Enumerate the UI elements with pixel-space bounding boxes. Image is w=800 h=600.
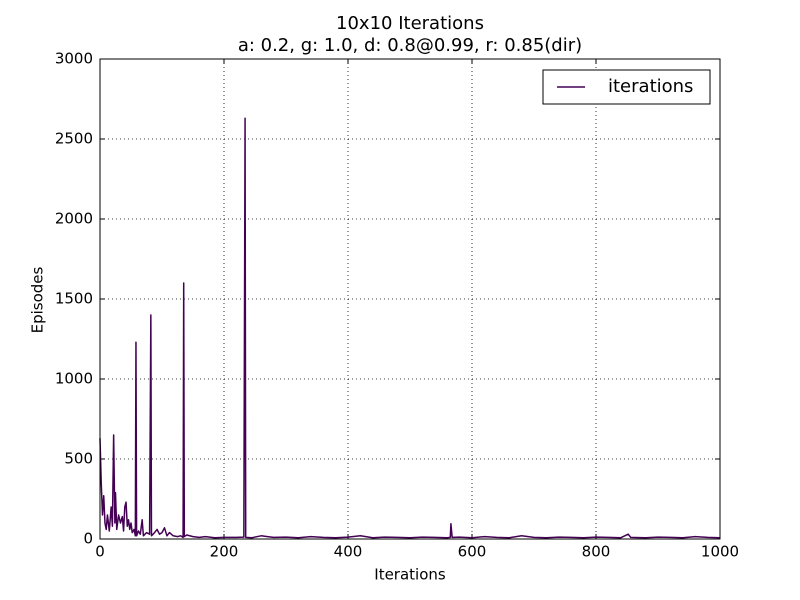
x-tick-label: 0 (95, 543, 105, 561)
y-tick-label: 2000 (55, 210, 93, 228)
y-tick-label: 3000 (55, 50, 93, 68)
y-tick-label: 0 (83, 530, 93, 548)
x-tick-label: 1000 (701, 543, 739, 561)
y-tick-label: 500 (64, 450, 93, 468)
y-tick-label: 1000 (55, 370, 93, 388)
chart-subtitle: a: 0.2, g: 1.0, d: 0.8@0.99, r: 0.85(dir… (238, 35, 582, 56)
legend-label: iterations (608, 76, 693, 97)
x-tick-label: 200 (210, 543, 239, 561)
x-tick-label: 800 (582, 543, 611, 561)
line-series (99, 117, 721, 539)
chart-title: 10x10 Iterations (336, 13, 484, 34)
plot-frame (99, 58, 721, 540)
x-tick-label: 400 (334, 543, 363, 561)
y-tick-label: 1500 (55, 290, 93, 308)
y-tick-label: 2500 (55, 130, 93, 148)
x-tick-label: 600 (458, 543, 487, 561)
x-axis-label: Iterations (374, 566, 446, 584)
y-axis-label: Episodes (29, 266, 47, 333)
